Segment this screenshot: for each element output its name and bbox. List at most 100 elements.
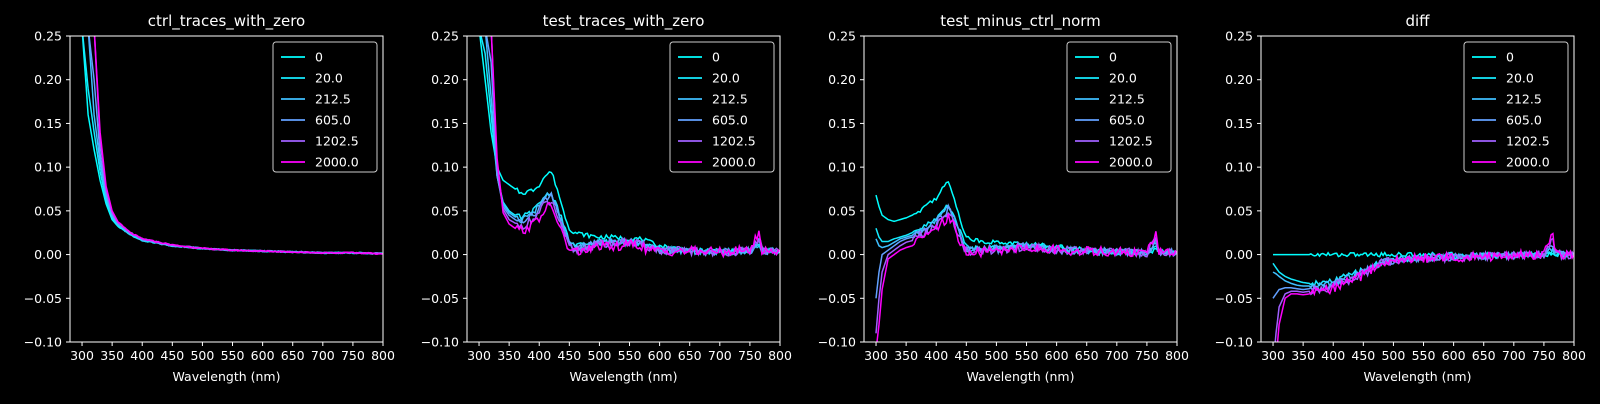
x-tick-label: 450	[557, 348, 581, 363]
series-line-2000.0	[93, 36, 383, 255]
series-group	[1272, 232, 1574, 342]
series-line-2000.0	[490, 36, 780, 259]
x-tick-label: 800	[768, 348, 792, 363]
legend: 0 20.0 212.5 605.0 1202.5 2000.0	[669, 41, 775, 173]
x-tick-label: 650	[678, 348, 702, 363]
y-tick-label: −0.05	[1215, 291, 1253, 306]
axes-frame	[69, 35, 384, 343]
x-tick-label: 600	[648, 348, 672, 363]
series-line-605.0	[1272, 245, 1574, 299]
legend-label: 1202.5	[1109, 134, 1153, 149]
chart-title: ctrl_traces_with_zero	[148, 12, 305, 31]
chart-panel-3: 300 350 400 450 500 550 600 650 700 750 800 −0.10 −0…	[818, 12, 1189, 384]
x-tick-label: 700	[1502, 348, 1526, 363]
legend-label: 20.0	[712, 71, 740, 86]
series-group	[81, 36, 383, 255]
legend-label: 1202.5	[1506, 134, 1550, 149]
x-tick-label: 600	[1442, 348, 1466, 363]
legend: 0 20.0 212.5 605.0 1202.5 2000.0	[1066, 41, 1172, 173]
series-line-605.0	[485, 36, 780, 257]
x-tick-label: 750	[1532, 348, 1556, 363]
legend-label: 212.5	[712, 92, 748, 107]
x-tick-label: 650	[1075, 348, 1099, 363]
legend-label: 2000.0	[315, 155, 359, 170]
x-tick-label: 500	[984, 348, 1008, 363]
x-tick-label: 700	[1105, 348, 1129, 363]
x-tick-label: 450	[954, 348, 978, 363]
x-axis-label: Wavelength (nm)	[173, 369, 281, 384]
y-tick-label: 0.25	[1225, 29, 1253, 44]
x-tick-label: 350	[100, 348, 124, 363]
y-tick-label: 0.20	[1225, 72, 1253, 87]
x-tick-label: 450	[1351, 348, 1375, 363]
x-tick-label: 350	[1291, 348, 1315, 363]
legend-label: 2000.0	[1506, 155, 1550, 170]
legend-label: 20.0	[1506, 71, 1534, 86]
legend-label: 2000.0	[712, 155, 756, 170]
series-line-2000.0	[1276, 232, 1574, 342]
x-tick-label: 800	[1562, 348, 1586, 363]
legend-label: 605.0	[712, 113, 748, 128]
legend-label: 605.0	[1109, 113, 1145, 128]
x-tick-label: 350	[894, 348, 918, 363]
x-tick-label: 400	[527, 348, 551, 363]
legend-label: 212.5	[315, 92, 351, 107]
chart-panel-4: 300 350 400 450 500 550 600 650 700 750 800 −0.10 −0…	[1215, 12, 1586, 384]
chart-title: test_minus_ctrl_norm	[940, 12, 1101, 31]
y-tick-label: 0.00	[828, 247, 856, 262]
x-tick-label: 600	[251, 348, 275, 363]
y-tick-label: 0.05	[34, 203, 62, 218]
series-line-2000.0	[876, 213, 1177, 342]
x-tick-label: 400	[924, 348, 948, 363]
legend-label: 1202.5	[712, 134, 756, 149]
legend-label: 0	[712, 50, 720, 65]
axes-frame	[863, 35, 1178, 343]
legend-label: 605.0	[315, 113, 351, 128]
x-tick-label: 600	[1045, 348, 1069, 363]
x-tick-label: 400	[1321, 348, 1345, 363]
chart-panel-1: 300 350 400 450 500 550 600 650 700 750 800 −0.10 −0…	[24, 12, 395, 384]
y-tick-label: 0.20	[431, 72, 459, 87]
y-tick-label: 0.25	[34, 29, 62, 44]
x-tick-label: 800	[371, 348, 395, 363]
y-tick-label: 0.10	[34, 160, 62, 175]
series-group	[479, 36, 780, 259]
legend-label: 0	[1506, 50, 1514, 65]
legend-label: 20.0	[315, 71, 343, 86]
y-tick-label: 0.10	[828, 160, 856, 175]
y-tick-label: 0.05	[1225, 203, 1253, 218]
axes-frame	[466, 35, 781, 343]
legend-label: 605.0	[1506, 113, 1542, 128]
x-axis-label: Wavelength (nm)	[570, 369, 678, 384]
legend-box	[669, 41, 775, 173]
y-tick-label: −0.10	[24, 335, 62, 350]
y-tick-label: 0.15	[1225, 116, 1253, 131]
legend: 0 20.0 212.5 605.0 1202.5 2000.0	[1463, 41, 1569, 173]
x-tick-label: 300	[467, 348, 491, 363]
y-tick-label: 0.05	[828, 203, 856, 218]
y-tick-label: 0.05	[431, 203, 459, 218]
x-tick-label: 650	[1472, 348, 1496, 363]
legend-label: 1202.5	[315, 134, 359, 149]
y-tick-label: −0.05	[421, 291, 459, 306]
y-tick-label: −0.05	[24, 291, 62, 306]
y-tick-label: 0.10	[1225, 160, 1253, 175]
x-tick-label: 650	[281, 348, 305, 363]
x-tick-label: 550	[618, 348, 642, 363]
chart-panel-2: 300 350 400 450 500 550 600 650 700 750 800 −0.10 −0…	[421, 12, 792, 384]
x-tick-label: 700	[708, 348, 732, 363]
y-tick-label: 0.15	[828, 116, 856, 131]
legend-box	[1066, 41, 1172, 173]
chart-title: diff	[1405, 12, 1430, 30]
x-tick-label: 550	[1015, 348, 1039, 363]
legend-label: 212.5	[1109, 92, 1145, 107]
x-tick-label: 500	[190, 348, 214, 363]
x-tick-label: 800	[1165, 348, 1189, 363]
y-tick-label: 0.00	[34, 247, 62, 262]
x-tick-label: 300	[70, 348, 94, 363]
y-tick-label: 0.00	[431, 247, 459, 262]
x-tick-label: 550	[1412, 348, 1436, 363]
axes-frame	[1260, 35, 1575, 343]
